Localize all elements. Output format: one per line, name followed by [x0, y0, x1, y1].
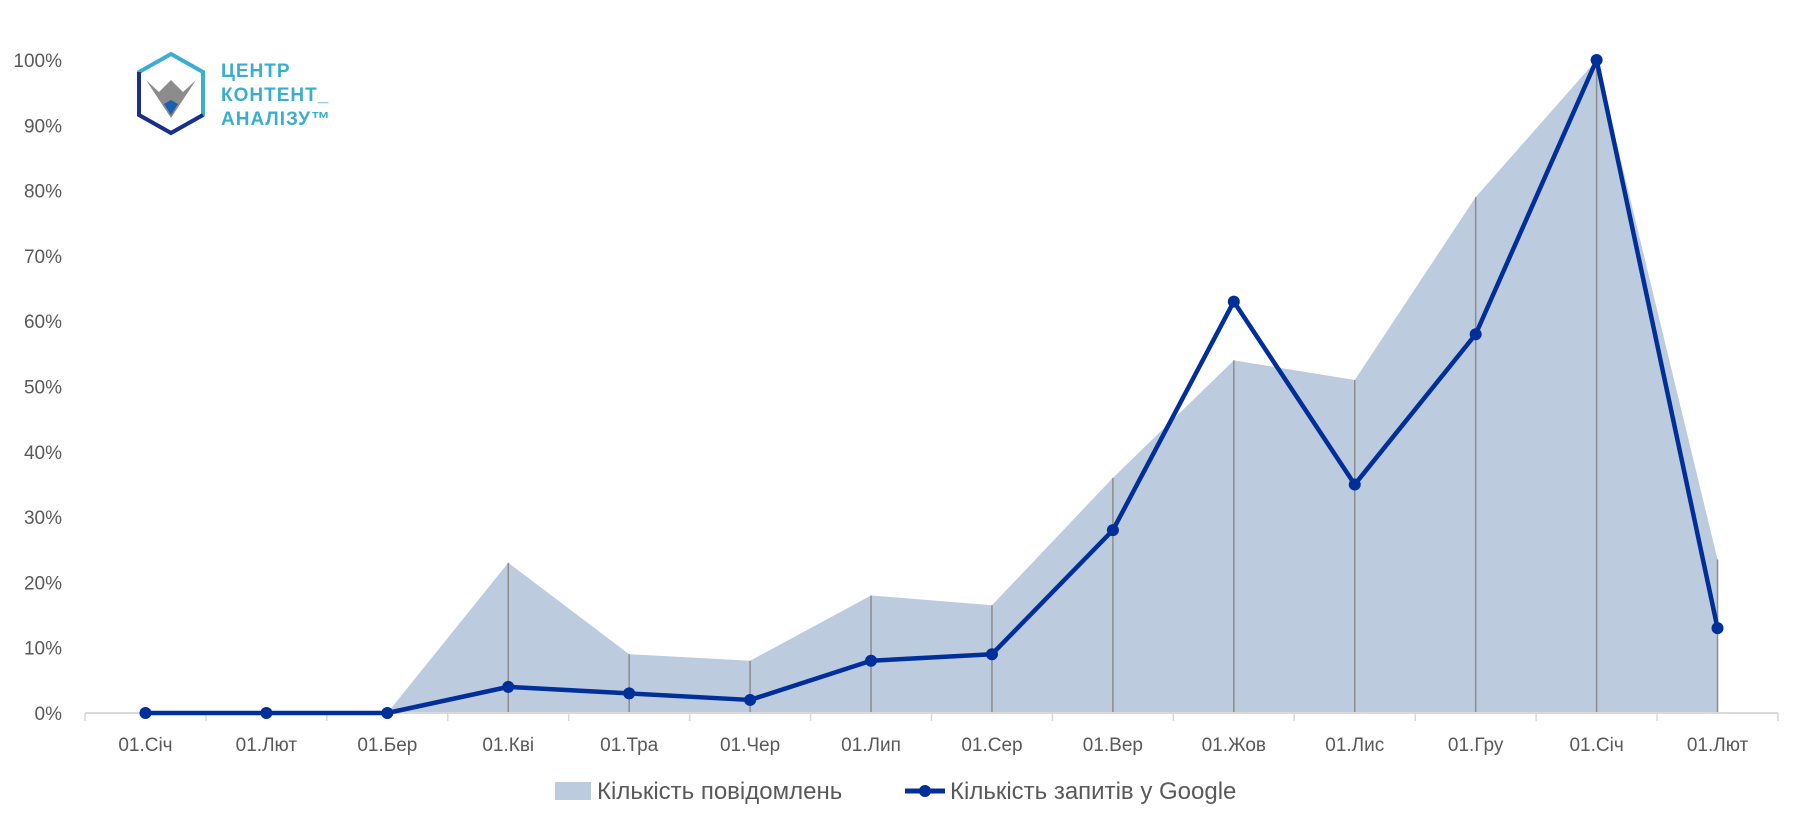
line-point-13	[1590, 54, 1603, 66]
y-tick-label-10: 100%	[13, 51, 62, 72]
y-tick-label-4: 40%	[24, 443, 62, 464]
x-tick-label-11: 01.Лис	[1325, 735, 1384, 756]
y-tick-label-6: 60%	[24, 312, 62, 333]
y-tick-label-2: 20%	[24, 573, 62, 594]
line-series	[139, 54, 1724, 719]
y-tick-label-0: 0%	[35, 704, 63, 725]
x-tick-label-14: 01.Лют	[1687, 735, 1749, 756]
line-point-12	[1469, 328, 1482, 341]
x-tick-label-3: 01.Бер	[357, 735, 417, 756]
x-tick-label-10: 01.Жов	[1202, 735, 1266, 756]
line-point-4	[502, 680, 515, 693]
line-point-7	[865, 654, 878, 667]
x-tick-label-4: 01.Кві	[482, 735, 534, 756]
line-point-2	[260, 707, 273, 719]
line-point-14	[1711, 622, 1724, 635]
y-tick-label-3: 30%	[24, 508, 62, 529]
line-point-11	[1348, 478, 1361, 491]
y-tick-label-7: 70%	[24, 247, 62, 268]
line-point-3	[381, 707, 394, 719]
x-tick-label-1: 01.Січ	[118, 735, 172, 756]
line-point-5	[623, 687, 636, 700]
legend-area-label: Кількість повідомлень	[597, 778, 842, 805]
y-tick-label-9: 90%	[24, 116, 62, 137]
legend: Кількість повідомлень Кількість запитів …	[555, 778, 1236, 805]
y-axis-tick-labels: 0% 10% 20% 30% 40% 50% 60% 70% 80% 90% 100%	[13, 51, 62, 725]
x-tick-label-7: 01.Лип	[841, 735, 901, 756]
logo-hexagon-icon	[137, 51, 205, 136]
x-tick-label-5: 01.Тра	[600, 735, 659, 756]
x-tick-label-13: 01.Січ	[1569, 735, 1623, 756]
x-tick-label-9: 01.Вер	[1083, 735, 1143, 756]
x-axis-tick-labels: 01.Січ 01.Лют 01.Бер 01.Кві 01.Тра 01.Чер 01.Л…	[118, 735, 1748, 756]
x-tick-label-8: 01.Сер	[961, 735, 1022, 756]
y-tick-label-8: 80%	[24, 182, 62, 203]
x-tick-label-12: 01.Гру	[1448, 735, 1504, 756]
legend-line-marker	[919, 785, 931, 797]
line-point-6	[744, 693, 757, 706]
legend-area-swatch	[555, 782, 591, 800]
logo-text-line-1: ЦЕНТР	[221, 61, 291, 82]
logo-text-line-2: КОНТЕНТ_	[221, 85, 329, 106]
legend-line-label: Кількість запитів у Google	[950, 778, 1236, 805]
area-series	[145, 60, 1718, 713]
y-tick-label-1: 10%	[24, 639, 62, 660]
line-point-1	[139, 707, 152, 719]
line-point-10	[1227, 295, 1240, 308]
line-series-path	[145, 57, 1720, 716]
logo-text-line-3: АНАЛІЗУ™	[221, 109, 331, 130]
line-point-9	[1106, 524, 1119, 537]
y-tick-label-5: 50%	[24, 378, 62, 399]
area-fill	[145, 60, 1718, 713]
line-point-8	[985, 648, 998, 661]
logo: ЦЕНТР КОНТЕНТ_ АНАЛІЗУ™	[137, 51, 331, 136]
x-tick-label-2: 01.Лют	[236, 735, 298, 756]
x-tick-label-6: 01.Чер	[720, 735, 780, 756]
